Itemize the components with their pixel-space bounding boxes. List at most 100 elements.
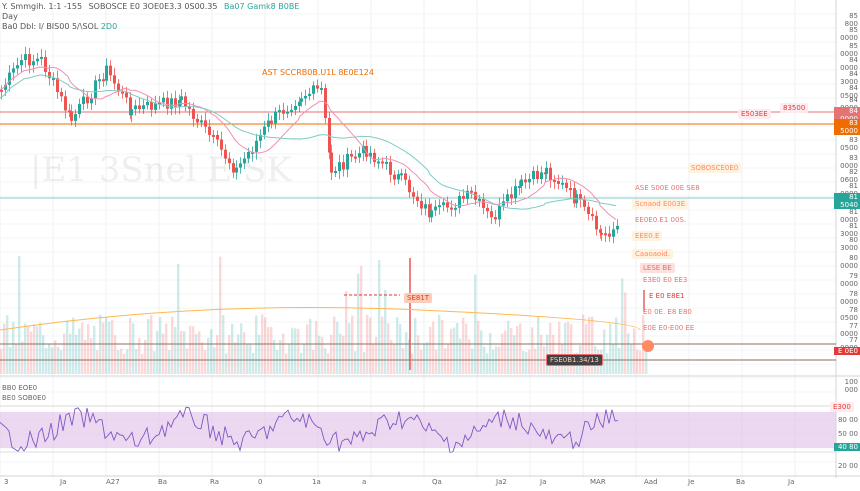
candle-body <box>239 163 242 168</box>
volume-bar <box>348 323 351 374</box>
volume-bar <box>69 333 72 374</box>
volume-bar <box>30 331 33 374</box>
volume-bar <box>156 330 159 374</box>
candle-body <box>86 96 89 104</box>
price-axis-label: 85 0000 <box>840 26 858 42</box>
volume-bar <box>636 349 639 374</box>
price-axis-label: 81 3000 <box>840 222 858 238</box>
volume-bar <box>195 333 198 374</box>
candle-body <box>591 214 594 217</box>
volume-bar <box>225 353 228 374</box>
volume-bar <box>72 317 75 374</box>
candle-body <box>600 232 603 235</box>
volume-bar <box>102 322 105 374</box>
volume-bar <box>474 274 477 374</box>
candle-body <box>362 145 365 154</box>
volume-bar <box>165 323 168 374</box>
volume-bar <box>219 256 222 374</box>
volume-bar <box>381 316 384 374</box>
volume-bar <box>414 317 417 374</box>
volume-bar <box>363 352 366 374</box>
volume-bar <box>153 351 156 374</box>
volume-bar <box>147 319 150 374</box>
time-axis-label: 1a <box>312 478 321 486</box>
volume-bar <box>426 342 429 374</box>
volume-bar <box>63 333 66 374</box>
candle-body <box>70 111 73 121</box>
candle-body <box>94 80 97 99</box>
candle-body <box>52 78 55 81</box>
volume-bar <box>114 335 117 374</box>
volume-bar <box>324 348 327 374</box>
volume-bar <box>81 322 84 374</box>
volume-bar <box>519 323 522 374</box>
volume-bar <box>477 320 480 374</box>
candle-body <box>142 105 145 110</box>
volume-bar <box>513 335 516 374</box>
candle-body <box>90 98 93 104</box>
volume-bar <box>108 322 111 374</box>
volume-bar <box>618 347 621 374</box>
candle-body <box>117 83 120 92</box>
volume-bar <box>531 327 534 374</box>
volume-bar <box>54 340 57 374</box>
candle-body <box>125 92 128 98</box>
legend-symbol[interactable]: Y. Smmgih. 1:1 -155 <box>2 2 83 11</box>
candle-body <box>40 56 43 59</box>
volume-bar <box>42 335 45 374</box>
ma-fast-line <box>0 66 617 221</box>
candle-body <box>490 211 493 218</box>
volume-bar <box>111 320 114 374</box>
candle-body <box>212 134 215 137</box>
volume-bar <box>306 324 309 374</box>
candle-body <box>450 207 453 210</box>
price-axis-label: 83 0000 <box>840 154 858 170</box>
candle-body <box>442 202 445 206</box>
volume-bar <box>354 351 357 374</box>
oscillator-band <box>0 412 836 448</box>
price-tag: 40 80 <box>834 443 860 451</box>
candle-body <box>146 101 149 106</box>
volume-bar <box>498 346 501 374</box>
volume-bar <box>501 333 504 374</box>
price-axis-label: 85 0000 <box>840 42 858 58</box>
candle-body <box>16 65 19 69</box>
oscillator-line <box>0 406 619 454</box>
volume-bar <box>291 327 294 374</box>
ma-slow-line <box>0 74 617 210</box>
volume-bar <box>639 350 642 374</box>
volume-bar <box>453 327 456 374</box>
volume-bar <box>264 317 267 374</box>
candle-body <box>320 88 323 91</box>
candle-body <box>350 153 353 157</box>
candle-body <box>354 156 357 159</box>
volume-bar <box>333 316 336 374</box>
volume-bar <box>441 319 444 374</box>
volume-bar <box>357 273 360 374</box>
volume-bar <box>585 324 588 374</box>
candle-body <box>4 84 7 90</box>
volume-bar <box>18 256 21 374</box>
candle-body <box>130 109 133 116</box>
candle-body <box>587 206 590 215</box>
volume-bar <box>252 352 255 374</box>
volume-bar <box>558 322 561 374</box>
candle-body <box>105 65 108 81</box>
volume-bar <box>189 325 192 374</box>
candle-body <box>430 210 433 218</box>
candle-body <box>369 152 372 157</box>
candle-body <box>604 233 607 236</box>
volume-bar <box>6 315 9 374</box>
volume-bar <box>567 321 570 374</box>
annotation-label: E E0 E8E1 <box>649 292 685 300</box>
volume-bar <box>3 323 6 374</box>
candle-body <box>553 180 556 183</box>
candle-body <box>381 161 384 164</box>
volume-bar <box>540 334 543 374</box>
volume-bar <box>150 315 153 374</box>
volume-bar <box>516 325 519 374</box>
volume-bar <box>534 348 537 374</box>
candle-body <box>346 153 349 170</box>
